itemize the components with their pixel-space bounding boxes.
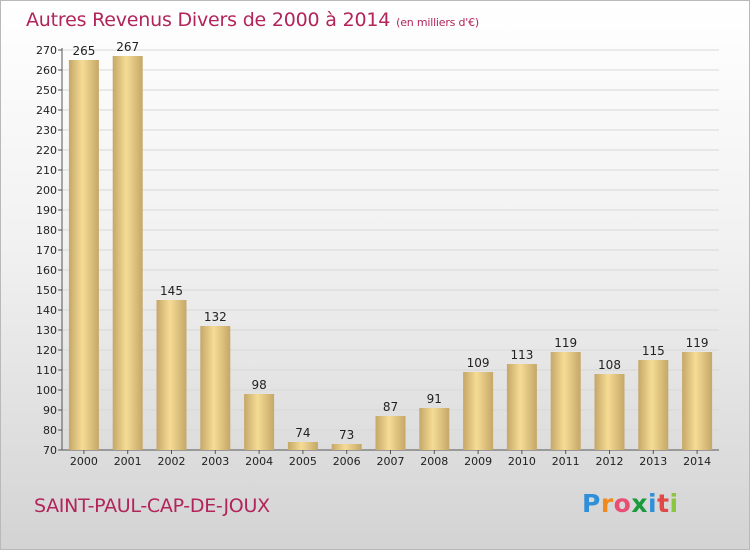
bar xyxy=(375,416,406,450)
y-tick-label: 200 xyxy=(36,184,57,197)
bar xyxy=(331,444,362,450)
x-tick-label: 2012 xyxy=(596,455,624,468)
data-label: 115 xyxy=(642,344,665,358)
bar xyxy=(594,374,625,450)
bar xyxy=(550,352,581,450)
x-tick-label: 2007 xyxy=(377,455,405,468)
y-tick-label: 150 xyxy=(36,284,57,297)
x-tick-label: 2003 xyxy=(201,455,229,468)
x-tick-label: 2004 xyxy=(245,455,273,468)
logo-letter: r xyxy=(600,489,614,518)
chart-title: Autres Revenus Divers de 2000 à 2014 (en … xyxy=(26,9,479,31)
data-label: 265 xyxy=(72,44,95,58)
bar xyxy=(506,364,537,450)
logo-letter: t xyxy=(657,489,670,518)
y-tick-label: 160 xyxy=(36,264,57,277)
bar xyxy=(244,394,275,450)
bar xyxy=(112,56,143,450)
x-tick-label: 2000 xyxy=(70,455,98,468)
data-label: 87 xyxy=(383,400,398,414)
data-label: 119 xyxy=(686,336,709,350)
data-label: 267 xyxy=(116,40,139,54)
y-tick-label: 210 xyxy=(36,164,57,177)
y-tick-label: 100 xyxy=(36,384,57,397)
y-tick-labels: 70 80 90 100 110 120 130 140 150 160 170 180 190 200 2… xyxy=(36,44,57,457)
y-tick-label: 120 xyxy=(36,344,57,357)
y-tick-label: 250 xyxy=(36,84,57,97)
bar xyxy=(156,300,187,450)
logo-letter: i xyxy=(648,489,658,518)
x-tick-label: 2001 xyxy=(114,455,142,468)
bar xyxy=(68,60,99,450)
y-tick-label: 140 xyxy=(36,304,57,317)
commune-name: SAINT-PAUL-CAP-DE-JOUX xyxy=(34,495,270,517)
y-tick-label: 70 xyxy=(43,444,57,457)
data-label: 73 xyxy=(339,428,354,442)
logo-letter: P xyxy=(582,489,601,518)
data-label: 119 xyxy=(554,336,577,350)
x-tick-label: 2002 xyxy=(158,455,186,468)
y-tick-label: 270 xyxy=(36,44,57,57)
logo-letter: x xyxy=(631,489,648,518)
x-tick-label: 2014 xyxy=(683,455,711,468)
x-tick-label: 2010 xyxy=(508,455,536,468)
logo-letter: i xyxy=(669,489,679,518)
y-tick-label: 230 xyxy=(36,124,57,137)
data-label: 145 xyxy=(160,284,183,298)
data-label: 91 xyxy=(427,392,442,406)
bar xyxy=(682,352,713,450)
chart-title-text: Autres Revenus Divers de 2000 à 2014 xyxy=(26,9,391,31)
x-tick-label: 2009 xyxy=(464,455,492,468)
bar xyxy=(463,372,494,450)
x-tick-label: 2011 xyxy=(552,455,580,468)
data-label: 108 xyxy=(598,358,621,372)
data-label: 74 xyxy=(295,426,310,440)
y-tick-label: 90 xyxy=(43,404,57,417)
data-label: 98 xyxy=(251,378,266,392)
x-tick-label: 2008 xyxy=(420,455,448,468)
x-tick-labels: 2000 2001 2002 2003 2004 2005 2006 2007 2008 2009… xyxy=(70,455,711,468)
bar xyxy=(200,326,231,450)
y-tick-label: 180 xyxy=(36,224,57,237)
logo-letter: o xyxy=(613,489,632,518)
y-tick-label: 170 xyxy=(36,244,57,257)
y-tick-label: 260 xyxy=(36,64,57,77)
y-tick-label: 240 xyxy=(36,104,57,117)
y-tick-label: 80 xyxy=(43,424,57,437)
data-label: 132 xyxy=(204,310,227,324)
bar xyxy=(638,360,669,450)
x-tick-label: 2013 xyxy=(639,455,667,468)
y-tick-label: 220 xyxy=(36,144,57,157)
data-label: 113 xyxy=(510,348,533,362)
y-tick-label: 110 xyxy=(36,364,57,377)
bar xyxy=(419,408,450,450)
value-labels: 265 267 145 132 98 74 73 87 91 109 113 119 108 115 119 xyxy=(72,40,708,442)
chart-title-unit: (en milliers d'€) xyxy=(396,16,480,29)
x-tick-label: 2006 xyxy=(333,455,361,468)
data-label: 109 xyxy=(467,356,490,370)
y-tick-label: 190 xyxy=(36,204,57,217)
x-tick-label: 2005 xyxy=(289,455,317,468)
y-tick-label: 130 xyxy=(36,324,57,337)
bar xyxy=(287,442,318,450)
bars xyxy=(68,56,713,450)
proxiti-logo: Proxiti xyxy=(582,489,679,518)
